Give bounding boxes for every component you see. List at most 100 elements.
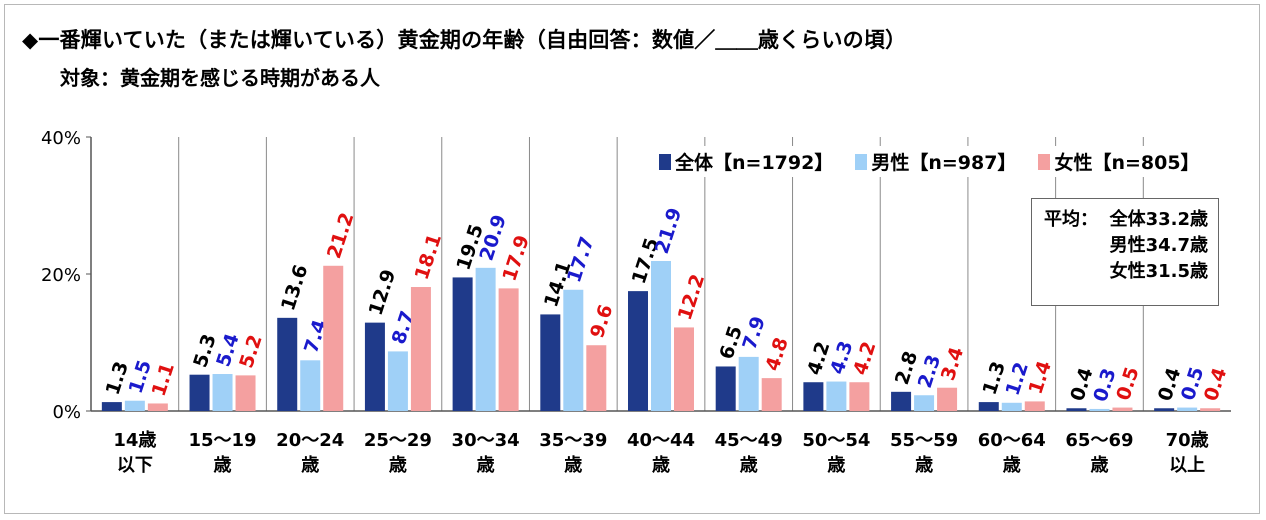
data-label: 3.4 [937, 344, 968, 383]
legend-item-all: 全体【n=1792】 [659, 148, 833, 175]
bar [235, 375, 256, 411]
x-tick-label: 歳 [214, 455, 232, 476]
x-tick-label: 以上 [1169, 455, 1205, 476]
bar [1177, 407, 1198, 411]
x-tick-label: 歳 [1090, 455, 1108, 476]
average-male: 男性34.7歳 [1109, 235, 1208, 256]
x-tick-label: 20～24 [276, 430, 344, 451]
bar [1089, 408, 1110, 411]
x-tick-label: 歳 [740, 455, 758, 476]
bar [651, 260, 671, 411]
bar [1154, 408, 1175, 411]
x-tick-label: 40～44 [627, 430, 695, 451]
y-tick-label: 20% [41, 265, 81, 286]
y-tick-label: 0% [52, 402, 81, 423]
chart-frame [4, 4, 1260, 514]
data-label: 9.6 [586, 302, 617, 341]
x-tick-label: 25～29 [364, 430, 432, 451]
data-label: 13.6 [277, 262, 312, 313]
bar [849, 382, 870, 411]
bar [189, 374, 210, 411]
x-tick-label: 65～69 [1065, 430, 1133, 451]
average-title: 平均： [1044, 209, 1098, 230]
data-label: 4.8 [762, 335, 793, 374]
bar [452, 277, 473, 411]
average-box: 平均： 全体33.2歳 男性34.7歳 女性31.5歳 [1031, 198, 1219, 306]
legend-item-male: 男性【n=987】 [855, 148, 1016, 175]
x-tick-label: 60～64 [978, 430, 1046, 451]
bar [147, 403, 168, 411]
average-female: 女性31.5歳 [1109, 261, 1208, 282]
bar [498, 288, 519, 411]
chart-subtitle: 対象：黄金期を感じる時期がある人 [60, 66, 380, 90]
bar [586, 345, 607, 411]
x-tick-label: 歳 [564, 455, 582, 476]
data-label: 17.7 [563, 234, 598, 285]
legend-label-all: 全体【n=1792】 [675, 152, 834, 174]
bar [124, 400, 145, 411]
x-tick-label: 55～59 [890, 430, 958, 451]
bar [803, 382, 824, 411]
bar [387, 351, 408, 411]
x-tick-label: 歳 [915, 455, 933, 476]
average-all: 全体33.2歳 [1109, 209, 1208, 230]
bar [323, 265, 344, 411]
legend-label-male: 男性【n=987】 [871, 152, 1017, 174]
bar [1112, 407, 1133, 411]
x-tick-label: 45～49 [715, 430, 783, 451]
legend-label-female: 女性【n=805】 [1054, 152, 1200, 174]
x-tick-label: 以下 [117, 455, 153, 476]
data-label: 18.1 [411, 231, 446, 282]
x-tick-label: 歳 [827, 455, 845, 476]
bar [738, 356, 759, 411]
legend-swatch-male [855, 153, 868, 170]
data-label: 21.2 [323, 210, 358, 261]
bar [1024, 401, 1045, 411]
legend-swatch-all [659, 153, 671, 170]
legend-item-female: 女性【n=805】 [1038, 148, 1200, 175]
bar [1066, 408, 1087, 411]
bar [826, 381, 847, 411]
x-tick-label: 歳 [477, 455, 495, 476]
x-tick-label: 35～39 [539, 430, 607, 451]
y-tick-label: 40% [41, 128, 81, 149]
data-label: 1.4 [1025, 358, 1056, 397]
data-label: 21.9 [651, 205, 686, 256]
bar [1001, 402, 1022, 411]
x-tick-label: 14歳 [113, 430, 156, 451]
bar [674, 327, 694, 411]
x-tick-label: 50～54 [802, 430, 870, 451]
data-label: 7.9 [739, 314, 770, 353]
x-tick-label: 70歳 [1166, 430, 1209, 451]
bar [937, 387, 958, 411]
bar [300, 360, 321, 411]
bar [101, 402, 122, 411]
bar [277, 317, 298, 411]
bar [628, 291, 648, 411]
x-tick-label: 歳 [389, 455, 407, 476]
bar [891, 391, 912, 411]
data-label: 0.5 [1112, 364, 1143, 403]
bar [978, 402, 999, 411]
bar [914, 395, 935, 411]
bar [1200, 408, 1221, 411]
bar [761, 378, 782, 411]
data-label: 12.9 [365, 267, 400, 318]
bar [540, 314, 561, 411]
bar [563, 289, 584, 411]
bar [410, 287, 431, 411]
bar [475, 267, 496, 411]
chart-title: ◆一番輝いていた（または輝いている）黄金期の年齢（自由回答：数値／＿＿歳くらいの… [22, 28, 907, 52]
x-tick-label: 15～19 [188, 430, 256, 451]
x-tick-label: 歳 [1003, 455, 1021, 476]
bar [364, 322, 385, 411]
x-tick-label: 歳 [301, 455, 319, 476]
data-label: 12.2 [674, 272, 709, 323]
x-tick-label: 30～34 [452, 430, 520, 451]
bar [715, 366, 736, 411]
x-tick-label: 歳 [652, 455, 670, 476]
bar [212, 374, 233, 411]
legend: 全体【n=1792】 男性【n=987】 女性【n=805】 [655, 146, 1204, 177]
legend-swatch-female [1038, 153, 1051, 170]
